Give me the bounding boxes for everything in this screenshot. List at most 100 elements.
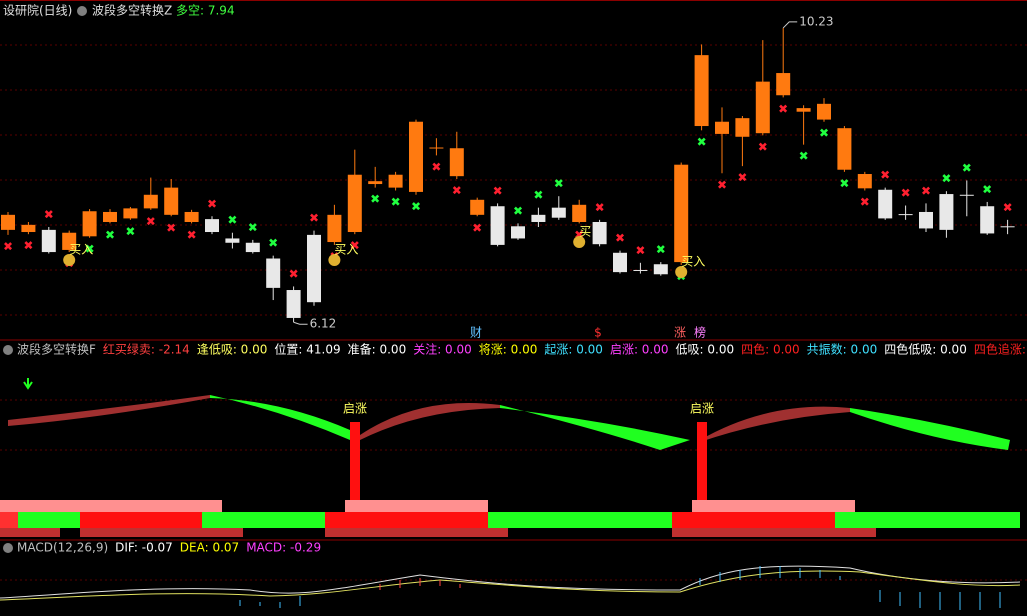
signal-label: 买入: [69, 243, 93, 257]
stop-marker: ✖: [472, 221, 482, 235]
stop-marker: ✖: [778, 102, 788, 116]
header-item: MACD: -0.29: [246, 541, 321, 555]
candle-body: [184, 211, 199, 222]
stop-marker: ✖: [595, 200, 605, 214]
signal-label: 买入: [334, 243, 358, 257]
header-item: 波段多空转换F: [17, 342, 96, 357]
frame: [0, 0, 1027, 541]
candle-body: [368, 181, 383, 185]
header-item: 将涨: 0.00: [479, 342, 538, 357]
candle-body: [1, 214, 15, 230]
stop-marker: ✖: [166, 221, 176, 235]
candle-body: [1000, 226, 1015, 228]
panel3-header: MACD(12,26,9) DIF: -0.07 DEA: 0.07 MACD: -0…: [17, 541, 321, 555]
candle-body: [62, 232, 77, 250]
signal-label: 买入: [681, 255, 705, 269]
candle-body: [592, 221, 607, 245]
stop-marker: ✖: [248, 220, 258, 234]
candle-body: [919, 211, 933, 229]
stop-marker: ✖: [411, 199, 421, 213]
stop-marker: ✖: [146, 214, 156, 228]
header-item: DIF: -0.07: [115, 541, 173, 555]
header-item: 启涨: 0.00: [610, 342, 669, 357]
stop-marker: ✖: [268, 236, 278, 250]
stop-marker: ✖: [493, 184, 503, 198]
candle-body: [429, 147, 444, 149]
candle-body: [225, 238, 240, 243]
stop-marker: ✖: [187, 228, 197, 242]
signal-label: 买: [579, 225, 591, 239]
candle-body: [470, 199, 485, 215]
stop-marker: ✖: [860, 195, 870, 209]
candle-body: [409, 121, 423, 192]
header-item: 四色: 0.00: [741, 343, 800, 357]
header-item: DEA: 0.07: [180, 541, 239, 555]
grid: [0, 44, 1027, 581]
candle-body: [245, 242, 260, 253]
signal-icon: [63, 254, 76, 266]
min-label: 6.12: [310, 317, 337, 331]
panel2-annotation: 启涨: [343, 401, 367, 416]
stop-marker: ✖: [819, 126, 829, 140]
stop-marker: ✖: [431, 160, 441, 174]
candle-body: [531, 214, 546, 222]
stop-marker: ✖: [391, 195, 401, 209]
candle-body: [123, 208, 138, 219]
stop-marker: ✖: [921, 184, 931, 198]
stop-marker: ✖: [207, 197, 217, 211]
min-pointer: [293, 321, 308, 325]
stop-marker: ✖: [23, 239, 33, 253]
stop-marker: ✖: [513, 204, 523, 218]
stop-marker: ✖: [125, 224, 135, 238]
header-item: 低吸: 0.00: [676, 343, 735, 357]
toggle: [3, 345, 13, 355]
stop-marker: ✖: [758, 140, 768, 154]
stop-marker: ✖: [350, 239, 360, 253]
indicator-value: 多空: 7.94: [176, 4, 235, 18]
stop-marker: ✖: [615, 231, 625, 245]
stop-marker: ✖: [554, 177, 564, 191]
stop-marker: ✖: [44, 208, 54, 222]
toggle[interactable]: [77, 6, 87, 16]
stop-marker: ✖: [656, 243, 666, 257]
header-item: 位置: 41.09: [274, 342, 340, 357]
stop-marker: ✖: [227, 213, 237, 227]
header-item: 逢低吸: 0.00: [197, 343, 268, 357]
stop-marker: ✖: [105, 228, 115, 242]
candle-body: [327, 214, 342, 243]
stop-marker: ✖: [697, 135, 707, 149]
candle-body: [286, 290, 301, 318]
stop-marker: ✖: [799, 149, 809, 163]
candle-body: [143, 194, 158, 209]
candle-body: [694, 55, 709, 127]
signal-icon: [675, 266, 688, 278]
candle-body: [551, 207, 566, 218]
signal-icon: [328, 254, 341, 266]
candle-body: [164, 187, 179, 215]
header-item: 红买绿卖: -2.14: [103, 342, 190, 357]
candle-body: [674, 164, 689, 263]
event-tag: $: [594, 326, 602, 340]
stop-marker: ✖: [309, 211, 319, 225]
stop-marker: ✖: [85, 242, 95, 256]
event-tag: 涨: [674, 325, 686, 340]
candle-body: [388, 174, 403, 188]
stop-marker: ✖: [533, 188, 543, 202]
panel2-header: 波段多空转换F 红买绿卖: -2.14 逢低吸: 0.00 位置: 41.09 准备: …: [17, 342, 1027, 357]
header-item: 起涨: 0.00: [544, 342, 603, 357]
stop-marker: ✖: [839, 176, 849, 190]
event-tag: 榜: [694, 325, 706, 340]
header-item: 准备: 0.00: [348, 343, 407, 357]
candle-body: [939, 194, 954, 230]
candle-body: [898, 214, 913, 216]
event-tag: 财: [470, 326, 482, 340]
stop-marker: ✖: [880, 168, 890, 182]
candle-body: [266, 258, 281, 288]
candle-body: [490, 206, 505, 245]
candle-body: [857, 174, 872, 189]
stop-marker: ✖: [962, 161, 972, 175]
candle-body: [307, 234, 321, 303]
candle-body: [755, 81, 770, 134]
candle-body: [735, 118, 750, 137]
header-item: MACD(12,26,9): [17, 541, 108, 555]
